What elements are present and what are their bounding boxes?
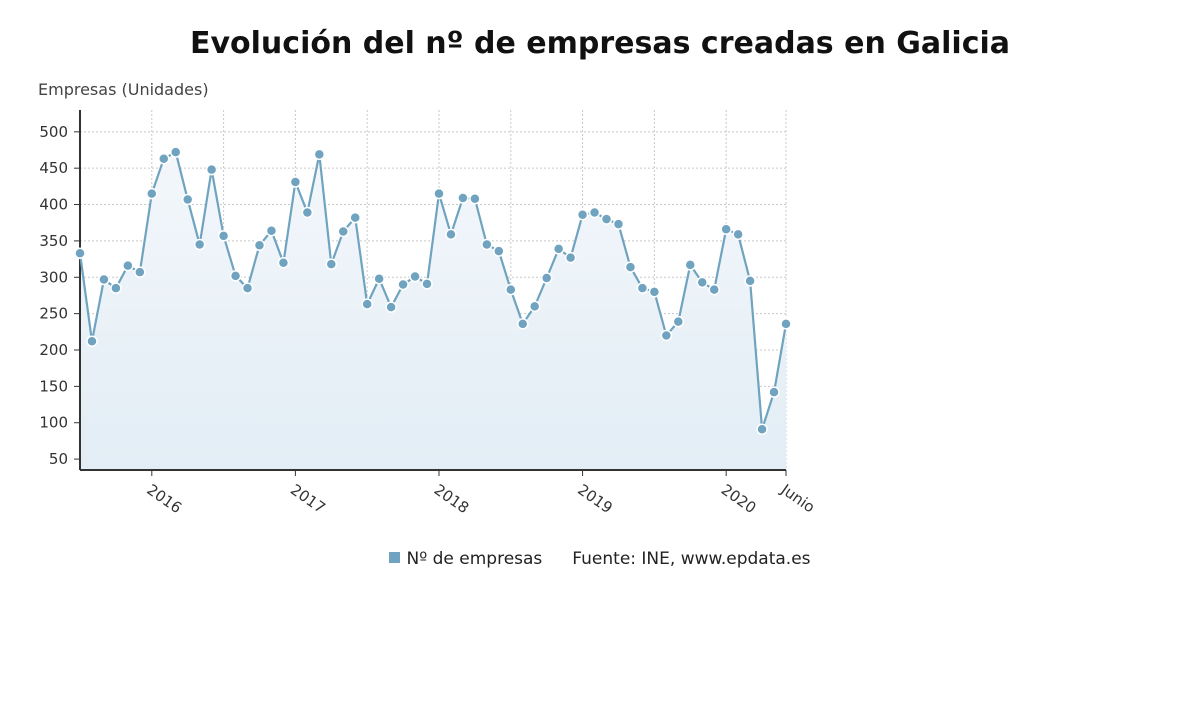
data-point[interactable] [241, 282, 254, 294]
data-point[interactable] [433, 187, 445, 200]
data-point[interactable] [169, 146, 182, 158]
data-point[interactable] [744, 275, 756, 287]
data-point[interactable] [193, 238, 206, 251]
data-point[interactable] [146, 187, 158, 200]
y-tick-label: 450 [39, 159, 68, 177]
data-point[interactable] [780, 318, 792, 330]
data-point[interactable] [325, 258, 338, 270]
data-point[interactable] [229, 270, 242, 282]
data-point[interactable] [481, 238, 493, 251]
data-point[interactable] [289, 176, 302, 188]
x-tick-label: 2016 [144, 481, 186, 518]
data-point[interactable] [181, 193, 194, 206]
data-points [74, 146, 792, 436]
legend-swatch [389, 552, 401, 563]
data-point[interactable] [253, 239, 266, 252]
legend-series-name: Nº de empresas [406, 549, 543, 569]
legend: Nº de empresas Fuente: INE, www.epdata.es [0, 549, 1200, 569]
data-point[interactable] [385, 301, 397, 313]
x-tick-label: 2020 [718, 481, 760, 518]
data-point[interactable] [265, 224, 278, 237]
data-point[interactable] [600, 213, 613, 225]
data-point[interactable] [134, 266, 146, 278]
data-point[interactable] [505, 283, 517, 296]
data-point[interactable] [624, 261, 637, 273]
data-point[interactable] [588, 206, 601, 219]
data-point[interactable] [409, 270, 421, 283]
data-point[interactable] [349, 211, 361, 224]
y-tick-label: 100 [39, 414, 68, 432]
y-tick-label: 350 [39, 232, 68, 250]
data-point[interactable] [74, 247, 86, 260]
series-area [80, 152, 786, 470]
data-point[interactable] [564, 251, 577, 264]
data-point[interactable] [696, 276, 708, 289]
data-point[interactable] [86, 335, 98, 348]
data-point[interactable] [313, 148, 326, 161]
x-tick-label: 2018 [431, 481, 473, 518]
data-point[interactable] [277, 256, 290, 269]
data-point[interactable] [516, 318, 529, 330]
axes [79, 110, 786, 471]
data-point[interactable] [660, 329, 673, 342]
y-axis-label: Empresas (Unidades) [38, 80, 209, 99]
x-tick-label: Junio [777, 480, 818, 516]
data-point[interactable] [708, 283, 720, 296]
data-point[interactable] [720, 223, 732, 236]
x-tick-labels: 2016 2017 2018 2019 2020 Junio [144, 480, 819, 517]
data-point[interactable] [373, 272, 385, 285]
data-point[interactable] [421, 278, 433, 290]
data-point[interactable] [469, 192, 481, 205]
data-point[interactable] [337, 225, 350, 238]
data-point[interactable] [301, 206, 314, 219]
data-point[interactable] [684, 259, 697, 271]
area-fill [80, 152, 786, 470]
data-point[interactable] [110, 282, 122, 294]
data-point[interactable] [672, 315, 685, 328]
data-point[interactable] [648, 286, 661, 298]
y-tick-label: 150 [39, 377, 68, 395]
data-point[interactable] [768, 386, 780, 398]
y-tick-label: 200 [39, 341, 68, 359]
data-point[interactable] [98, 273, 110, 286]
data-point[interactable] [576, 208, 589, 221]
data-point[interactable] [158, 152, 170, 165]
data-point[interactable] [552, 243, 565, 255]
x-tick-label: 2017 [287, 481, 329, 518]
y-tick-label: 400 [39, 196, 68, 214]
data-point[interactable] [540, 272, 553, 284]
y-tick-label: 300 [39, 268, 68, 286]
data-point[interactable] [457, 192, 469, 204]
data-point[interactable] [528, 300, 541, 313]
data-point[interactable] [732, 228, 744, 241]
data-point[interactable] [756, 423, 768, 436]
data-point[interactable] [205, 163, 218, 176]
y-tick-label: 500 [39, 123, 68, 141]
y-tick-label: 50 [49, 450, 68, 468]
x-tick-label: 2019 [574, 481, 616, 518]
source-note: Fuente: INE, www.epdata.es [572, 549, 811, 569]
data-point[interactable] [636, 282, 649, 294]
data-point[interactable] [445, 228, 457, 241]
chart-title: Evolución del nº de empresas creadas en … [189, 26, 1011, 61]
data-point[interactable] [612, 218, 625, 230]
data-point[interactable] [493, 245, 505, 257]
y-tick-labels: 50 100 150 200 250 300 350 400 450 500 [39, 123, 68, 468]
data-point[interactable] [217, 230, 230, 242]
data-point[interactable] [397, 278, 409, 291]
data-point[interactable] [122, 259, 134, 272]
data-point[interactable] [361, 298, 373, 310]
y-tick-label: 250 [39, 305, 68, 323]
